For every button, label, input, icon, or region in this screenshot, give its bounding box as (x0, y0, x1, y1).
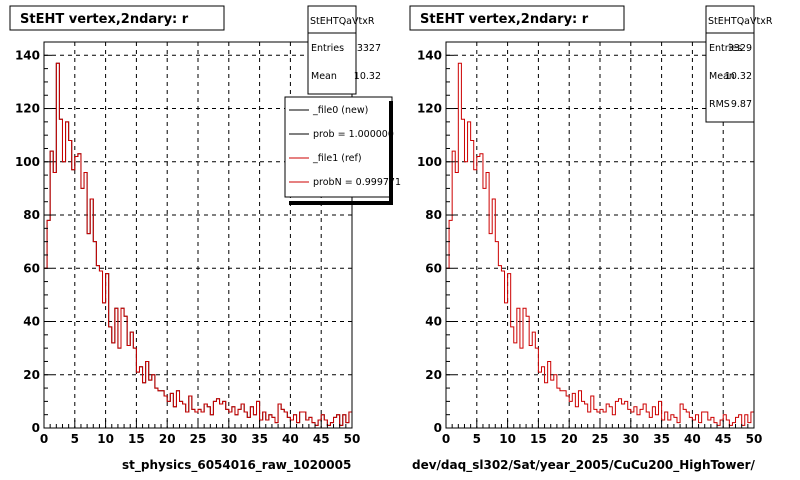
x-tick-label: 0 (40, 432, 48, 446)
x-tick-label: 5 (71, 432, 79, 446)
y-tick-label: 120 (417, 102, 442, 116)
legend: _file0 (new) prob = 1.000000 _file1 (ref… (284, 96, 401, 205)
stats-rms-value: 9.87 (731, 99, 752, 110)
y-tick-label: 80 (425, 208, 442, 222)
x-tick-label: 20 (561, 432, 578, 446)
title-box (9, 5, 225, 31)
y-tick-label: 100 (15, 155, 40, 169)
stats-entries-value: 3327 (357, 43, 381, 54)
legend-shadow-bottom (289, 201, 393, 205)
panel-footer: dev/daq_sl302/Sat/year_2005/CuCu200_High… (412, 458, 756, 473)
stats-rms-label: RMS (709, 99, 730, 110)
x-tick-label: 30 (622, 432, 639, 446)
axis-ticks: 0 5 10 15 20 25 30 35 40 45 50 0 20 40 60 80 100 120 140 (15, 41, 361, 446)
stats-mean-label: Mean (311, 71, 337, 82)
x-tick-label: 15 (128, 432, 145, 446)
legend-shadow (389, 101, 393, 201)
x-tick-label: 35 (251, 432, 268, 446)
y-tick-label: 140 (417, 48, 442, 62)
histogram-series (445, 62, 755, 428)
x-tick-label: 20 (159, 432, 176, 446)
x-tick-label: 10 (97, 432, 114, 446)
axis-ticks: 0 5 10 15 20 25 30 35 40 45 50 0 20 40 60 80 100 120 140 (417, 41, 763, 446)
stats-name: StEHTQaVtxR (310, 16, 375, 27)
x-tick-label: 50 (344, 432, 361, 446)
x-tick-label: 10 (499, 432, 516, 446)
histogram-group (43, 62, 353, 428)
y-tick-label: 0 (434, 421, 442, 435)
stats-mean-value: 10.32 (725, 71, 752, 82)
y-tick-label: 20 (23, 368, 40, 382)
grid (44, 42, 352, 428)
legend-label-2: _file1 (ref) (312, 153, 362, 164)
x-tick-label: 25 (190, 432, 207, 446)
title-box (409, 5, 625, 31)
x-tick-label: 35 (653, 432, 670, 446)
x-tick-label: 50 (746, 432, 763, 446)
x-tick-label: 0 (442, 432, 450, 446)
y-tick-label: 40 (23, 315, 40, 329)
right-panel: StEHT vertex,2ndary: r 0 5 10 15 20 25 30 35 40 4… (409, 5, 773, 473)
y-tick-label: 120 (15, 102, 40, 116)
panel-title: StEHT vertex,2ndary: r (20, 12, 189, 27)
y-tick-label: 0 (32, 421, 40, 435)
y-tick-label: 40 (425, 315, 442, 329)
y-tick-label: 60 (23, 261, 40, 275)
legend-label-3: probN = 0.999771 (313, 177, 401, 188)
stats-mean-label: Mean (709, 71, 735, 82)
legend-box (284, 96, 393, 198)
x-tick-label: 25 (592, 432, 609, 446)
stats-box (307, 5, 357, 95)
grid (446, 42, 754, 428)
legend-label-0: _file0 (new) (312, 105, 368, 116)
stats-entries-value: 3329 (728, 43, 752, 54)
stats-entries-label: Entries (311, 43, 344, 54)
histogram-series (43, 62, 353, 428)
y-tick-label: 20 (425, 368, 442, 382)
x-tick-label: 5 (473, 432, 481, 446)
x-tick-label: 40 (684, 432, 701, 446)
panel-title: StEHT vertex,2ndary: r (420, 12, 589, 27)
x-tick-label: 45 (313, 432, 330, 446)
y-tick-label: 80 (23, 208, 40, 222)
stats-name: StEHTQaVtxR (708, 16, 773, 27)
x-tick-label: 45 (715, 432, 732, 446)
y-tick-label: 140 (15, 48, 40, 62)
x-tick-label: 40 (282, 432, 299, 446)
stats-box (705, 5, 755, 123)
panel-footer: st_physics_6054016_raw_1020005 (122, 458, 351, 473)
left-panel: StEHT vertex,2ndary: r 0 5 10 15 20 25 30 35 40 4… (9, 5, 401, 473)
stats-mean-value: 10.32 (354, 71, 381, 82)
y-tick-label: 60 (425, 261, 442, 275)
y-tick-label: 100 (417, 155, 442, 169)
plot-frame-outline (43, 41, 353, 429)
stats-entries-label: Entries (709, 43, 742, 54)
x-tick-label: 30 (220, 432, 237, 446)
x-tick-label: 15 (530, 432, 547, 446)
plot-frame-outline (445, 41, 755, 429)
histogram-group (445, 62, 755, 428)
legend-label-1: prob = 1.000000 (313, 129, 394, 140)
